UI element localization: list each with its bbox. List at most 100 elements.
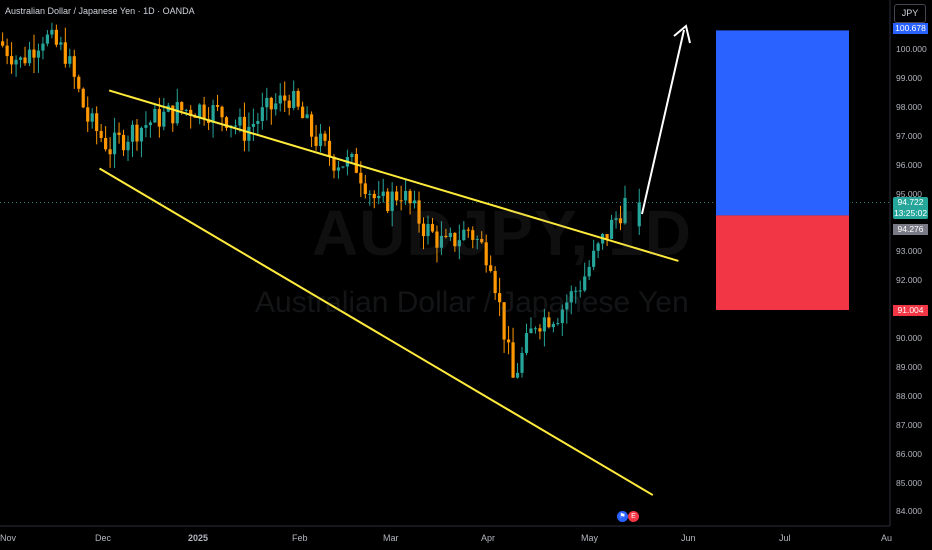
- flag-icon[interactable]: ⚑: [617, 511, 628, 522]
- candle-body: [395, 191, 399, 201]
- candle-body: [471, 230, 475, 240]
- candle-body: [439, 235, 444, 248]
- time-label: Jun: [681, 533, 696, 543]
- candle-body: [618, 218, 623, 224]
- candle-body: [287, 100, 291, 108]
- candle-body: [480, 238, 484, 243]
- candle-body: [90, 113, 94, 122]
- candle-body: [104, 137, 108, 150]
- price-label: 98.000: [896, 101, 922, 112]
- drawing-layer: [0, 24, 890, 496]
- candle-body: [81, 88, 85, 108]
- candle-body: [350, 154, 354, 158]
- candle-body: [274, 103, 278, 110]
- candle-body: [484, 242, 488, 266]
- candle-body: [498, 293, 502, 303]
- candle-body: [242, 116, 247, 141]
- candle-body: [36, 50, 41, 58]
- time-label: May: [581, 533, 599, 543]
- candle-body: [139, 127, 144, 142]
- time-label: Feb: [292, 533, 308, 543]
- candle-body: [417, 200, 421, 224]
- candle-body: [180, 102, 184, 111]
- candle-body: [623, 197, 627, 224]
- candle-body: [614, 218, 618, 220]
- stop-price-tag: 91.004: [893, 305, 928, 316]
- candle-body: [269, 97, 273, 110]
- candle-body: [309, 114, 314, 137]
- projection-arrow: [641, 29, 685, 215]
- time-label: Au: [881, 533, 893, 543]
- candle-body: [77, 76, 81, 89]
- candle-body: [592, 250, 596, 267]
- candle-body: [211, 105, 215, 123]
- candle-body: [99, 131, 103, 138]
- price-label: 90.000: [896, 333, 922, 343]
- candle-body: [256, 120, 260, 124]
- last-price-tag: 94.722 13:25:02: [893, 197, 928, 219]
- candle-body: [318, 133, 323, 146]
- candle-body: [574, 290, 578, 292]
- chart-title[interactable]: Australian Dollar / Japanese Yen · 1D · …: [5, 6, 195, 16]
- price-label: 85.000: [896, 477, 922, 488]
- price-label: 97.000: [896, 130, 922, 141]
- candle-body: [341, 166, 345, 168]
- candle-body: [175, 102, 179, 124]
- candle-body: [1, 41, 5, 46]
- candle-body: [372, 193, 376, 199]
- candle-body: [560, 309, 564, 324]
- time-label: Dec: [95, 533, 112, 543]
- candle-body: [233, 125, 238, 127]
- candle-body: [63, 42, 67, 64]
- candle-body: [153, 109, 157, 123]
- candle-body: [184, 109, 188, 111]
- candle-body: [520, 352, 524, 373]
- candle-body: [68, 56, 72, 64]
- candle-body: [314, 136, 318, 146]
- time-label: Jul: [779, 533, 791, 543]
- candle-body: [215, 105, 220, 107]
- candle-body: [292, 90, 296, 108]
- candle-body: [565, 302, 569, 310]
- candle-body: [157, 109, 161, 127]
- price-label: 87.000: [896, 419, 922, 430]
- price-label: 84.000: [896, 506, 922, 517]
- candle-body: [301, 106, 305, 119]
- candle-body: [457, 240, 461, 247]
- symbol-watermark: AUDJPY, 1D: [312, 197, 692, 269]
- candle-body: [202, 104, 206, 120]
- candle-body: [283, 95, 287, 101]
- candle-body: [198, 104, 202, 118]
- candle-body: [189, 109, 193, 116]
- candle-body: [547, 317, 551, 328]
- candle-body: [130, 124, 135, 142]
- candle-body: [637, 202, 641, 227]
- candle-body: [27, 49, 32, 64]
- price-label: 89.000: [896, 361, 922, 372]
- candle-body: [404, 190, 408, 201]
- arrow-head: [673, 24, 691, 44]
- candle-body: [390, 191, 394, 212]
- candle-body: [381, 191, 385, 196]
- candle-body: [260, 107, 264, 121]
- candle-body: [399, 200, 403, 202]
- candle-body: [475, 238, 479, 240]
- candle-body: [605, 234, 609, 239]
- candle-body: [247, 126, 251, 141]
- price-label: 99.000: [896, 72, 922, 83]
- candle-body: [327, 140, 332, 157]
- time-label: Mar: [383, 533, 399, 543]
- candle-body: [144, 125, 148, 128]
- price-label: 86.000: [896, 448, 922, 459]
- candle-body: [542, 317, 547, 332]
- currency-badge[interactable]: JPY: [894, 4, 926, 23]
- earnings-icon[interactable]: E: [628, 511, 639, 522]
- candle-body: [238, 116, 242, 126]
- candle-body: [430, 224, 435, 232]
- candle-body: [86, 107, 90, 122]
- price-label: 95.000: [896, 188, 922, 199]
- candle-body: [305, 114, 309, 119]
- name-watermark: Australian Dollar / Japanese Yen: [255, 286, 689, 319]
- candle-body: [50, 29, 54, 35]
